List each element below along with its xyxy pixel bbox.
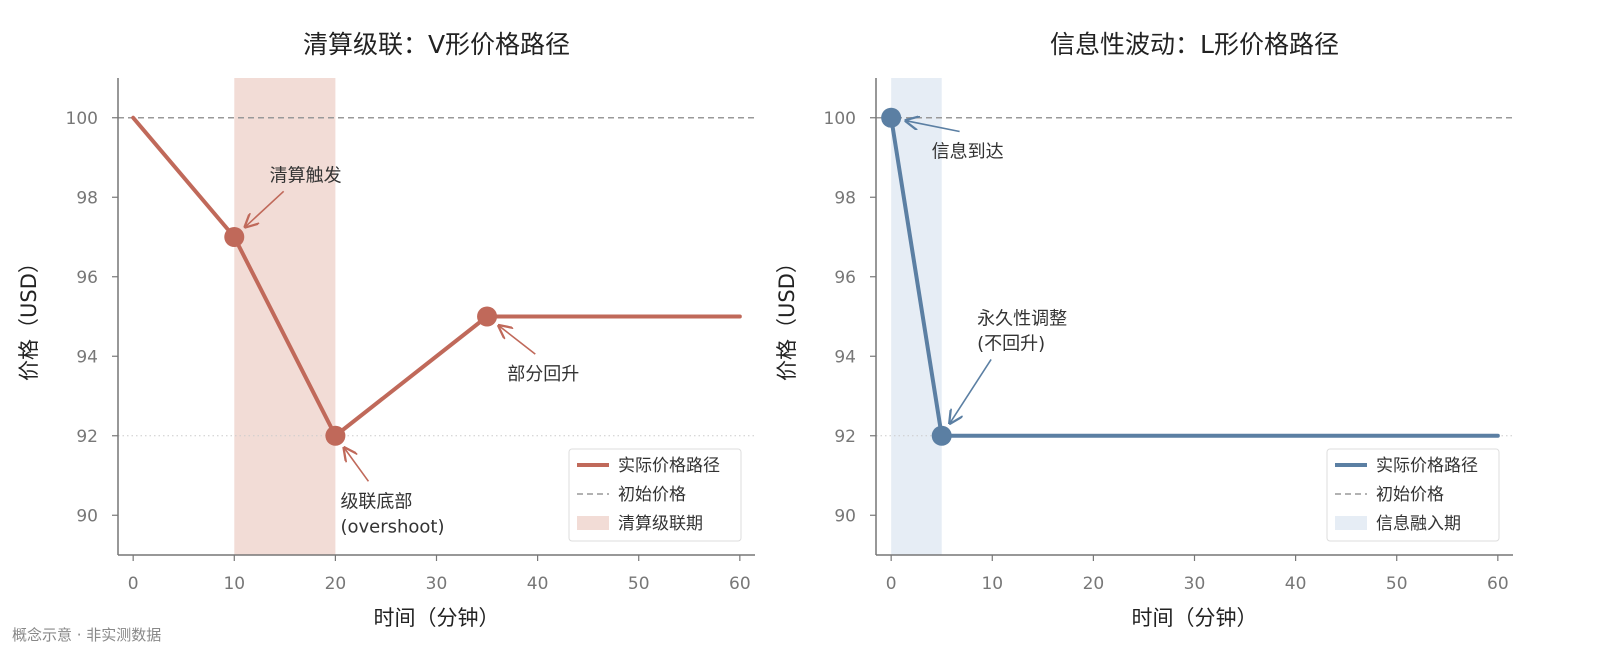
annotation-arrow xyxy=(906,121,960,133)
x-axis-label: 时间（分钟） xyxy=(374,606,500,630)
x-tick-label: 60 xyxy=(1487,574,1509,594)
key-point-marker xyxy=(931,425,952,446)
key-point-marker xyxy=(881,107,902,128)
y-axis-label: 价格（USD） xyxy=(775,252,799,381)
legend-label: 清算级联期 xyxy=(618,514,703,534)
x-tick-label: 0 xyxy=(886,574,897,594)
annotation-line: 清算触发 xyxy=(270,165,342,186)
y-tick-label: 100 xyxy=(824,109,856,129)
legend-label: 实际价格路径 xyxy=(1376,456,1478,476)
chart-title: 信息性波动：L形价格路径 xyxy=(1050,30,1339,59)
y-tick-label: 98 xyxy=(76,188,98,208)
x-tick-label: 40 xyxy=(527,574,549,594)
annotation-line: 级联底部 xyxy=(340,491,412,512)
x-tick-label: 50 xyxy=(1386,574,1408,594)
shaded-region xyxy=(234,78,336,555)
y-tick-label: 100 xyxy=(66,109,98,129)
legend-label: 初始价格 xyxy=(618,485,686,505)
annotation-arrow xyxy=(245,190,285,226)
annotation-line: (overshoot) xyxy=(340,516,444,537)
x-tick-label: 30 xyxy=(426,574,448,594)
key-point-marker xyxy=(477,306,498,327)
y-tick-label: 96 xyxy=(834,268,856,288)
annotation-label: 信息到达 xyxy=(932,142,1004,163)
x-tick-label: 0 xyxy=(128,574,139,594)
y-tick-label: 98 xyxy=(834,188,856,208)
x-tick-label: 40 xyxy=(1285,574,1307,594)
annotation-arrow xyxy=(499,326,536,355)
annotation-line: 永久性调整 xyxy=(977,308,1067,329)
y-tick-label: 96 xyxy=(76,268,98,288)
y-tick-label: 94 xyxy=(76,347,98,367)
y-tick-label: 94 xyxy=(834,347,856,367)
key-point-marker xyxy=(325,425,346,446)
legend-box xyxy=(568,448,742,542)
x-tick-label: 20 xyxy=(325,574,347,594)
annotation-arrow xyxy=(344,448,370,482)
annotation-label: 部分回升 xyxy=(507,364,579,385)
chart-title: 清算级联：V形价格路径 xyxy=(303,30,570,59)
price-path-line xyxy=(889,115,1500,438)
x-axis-label: 时间（分钟） xyxy=(1132,606,1258,630)
legend-label: 实际价格路径 xyxy=(618,456,720,476)
annotation-label: 清算触发 xyxy=(270,165,342,186)
legend-swatch-shade xyxy=(1335,516,1367,530)
y-tick-label: 92 xyxy=(834,427,856,447)
annotation-arrow xyxy=(950,359,992,423)
y-tick-label: 90 xyxy=(834,506,856,526)
x-tick-label: 50 xyxy=(628,574,650,594)
price-path-line xyxy=(131,115,742,438)
x-tick-label: 20 xyxy=(1083,574,1105,594)
y-tick-label: 90 xyxy=(76,506,98,526)
x-tick-label: 10 xyxy=(223,574,245,594)
annotation-label: 级联底部 (overshoot) xyxy=(340,491,444,537)
annotation-label: 永久性调整 (不回升) xyxy=(977,308,1067,354)
legend-swatch-shade xyxy=(577,516,609,530)
x-tick-label: 30 xyxy=(1184,574,1206,594)
legend-label: 信息融入期 xyxy=(1376,514,1461,534)
footer-note: 概念示意 · 非实测数据 xyxy=(12,626,161,644)
x-tick-label: 60 xyxy=(729,574,751,594)
y-axis-label: 价格（USD） xyxy=(17,252,41,381)
annotation-line: 信息到达 xyxy=(932,142,1004,163)
shaded-region xyxy=(891,78,942,555)
y-tick-label: 92 xyxy=(76,427,98,447)
legend-label: 初始价格 xyxy=(1376,485,1444,505)
annotation-line: (不回升) xyxy=(977,333,1045,354)
x-tick-label: 10 xyxy=(981,574,1003,594)
key-point-marker xyxy=(224,227,245,247)
annotation-line: 部分回升 xyxy=(507,364,579,385)
legend-box xyxy=(1326,448,1500,542)
